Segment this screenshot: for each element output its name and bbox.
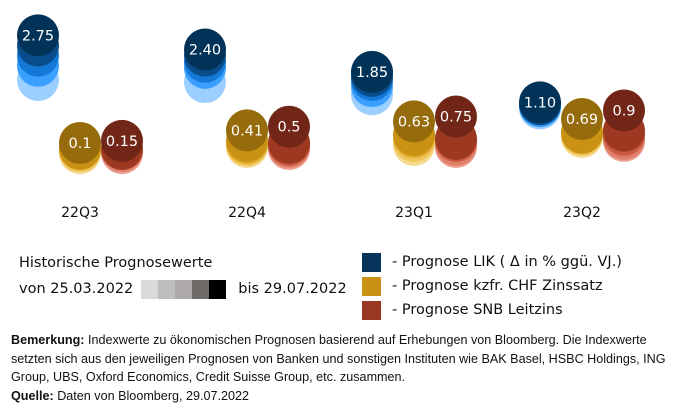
dot-kzfr-23Q1: [393, 100, 435, 143]
legend-item-lik: - Prognose LIK ( Δ in % ggü. VJ.): [362, 250, 622, 274]
remark-text: Indexwerte zu ökonomischen Prognosen bas…: [11, 333, 666, 384]
dot-lik-22Q4: [184, 28, 226, 71]
legend-swatch-snb: [362, 300, 381, 320]
data-label-kzfr-23Q1: 0.63: [398, 114, 430, 130]
dot-snb-22Q3: [101, 119, 143, 162]
history-gradient-step: [158, 279, 176, 299]
history-gradient-step: [141, 279, 159, 299]
source: Quelle: Daten von Bloomberg, 29.07.2022: [11, 387, 671, 406]
legend-label-snb: - Prognose SNB Leitzins: [392, 302, 563, 318]
dot-kzfr-23Q2: [561, 97, 603, 140]
source-text: Daten von Bloomberg, 29.07.2022: [53, 388, 250, 403]
history-gradient-step: [209, 279, 227, 299]
history-gradient-step: [175, 279, 193, 299]
series-legend: - Prognose LIK ( Δ in % ggü. VJ.) - Prog…: [362, 250, 622, 322]
history-legend-range: von 25.03.2022 bis 29.07.2022: [19, 276, 347, 302]
dot-kzfr-22Q4: [226, 109, 268, 152]
data-label-lik-22Q3: 2.75: [22, 28, 54, 44]
x-tick-label: 23Q2: [563, 205, 601, 221]
legend-label-lik: - Prognose LIK ( Δ in % ggü. VJ.): [392, 254, 622, 270]
data-label-kzfr-22Q4: 0.41: [231, 123, 263, 139]
dot-lik-22Q3: [17, 14, 59, 57]
legend-item-kzfr: - Prognose kzfr. CHF Zinssatz: [362, 274, 622, 298]
dot-snb-22Q4: [268, 105, 310, 148]
history-to-label: bis 29.07.2022: [238, 281, 347, 297]
dot-stack-chart: 2.75 0.1 0.15 22Q3 2.40 0.41 0.5 22Q4 1.85 0.63 0.…: [17, 14, 645, 221]
dot-snb-23Q2: [603, 89, 645, 132]
dot-kzfr-22Q3: [59, 121, 101, 164]
data-label-snb-22Q3: 0.15: [106, 134, 138, 150]
source-label: Quelle:: [11, 388, 54, 403]
legend-swatch-kzfr: [362, 276, 381, 296]
footnote: Bemerkung: Indexwerte zu ökonomischen Pr…: [11, 331, 671, 405]
remark-label: Bemerkung:: [11, 333, 85, 347]
history-gradient-step: [192, 279, 210, 299]
dot-snb-23Q1: [435, 95, 477, 138]
legend-item-snb: - Prognose SNB Leitzins: [362, 298, 622, 322]
history-legend-title: Historische Prognosewerte: [19, 255, 213, 271]
legend-swatch-lik: [362, 252, 381, 272]
data-label-snb-23Q1: 0.75: [440, 110, 472, 126]
history-gradient-scale: [141, 279, 227, 299]
dot-lik-23Q2: [519, 81, 561, 124]
data-label-snb-22Q4: 0.5: [277, 120, 300, 136]
dot-lik-23Q1: [351, 50, 393, 93]
data-label-kzfr-22Q3: 0.1: [68, 136, 91, 152]
x-tick-label: 22Q4: [228, 205, 266, 221]
x-tick-label: 22Q3: [61, 205, 99, 221]
history-legend: Historische Prognosewerte von 25.03.2022…: [19, 250, 347, 302]
data-label-kzfr-23Q2: 0.69: [566, 112, 598, 128]
remark: Bemerkung: Indexwerte zu ökonomischen Pr…: [11, 331, 671, 387]
data-label-snb-23Q2: 0.9: [612, 103, 635, 119]
legend-label-kzfr: - Prognose kzfr. CHF Zinssatz: [392, 278, 603, 294]
data-label-lik-23Q2: 1.10: [524, 95, 556, 111]
data-label-lik-23Q1: 1.85: [356, 65, 388, 81]
history-from-label: von 25.03.2022: [19, 281, 134, 297]
data-label-lik-22Q4: 2.40: [189, 43, 221, 59]
x-tick-label: 23Q1: [395, 205, 433, 221]
